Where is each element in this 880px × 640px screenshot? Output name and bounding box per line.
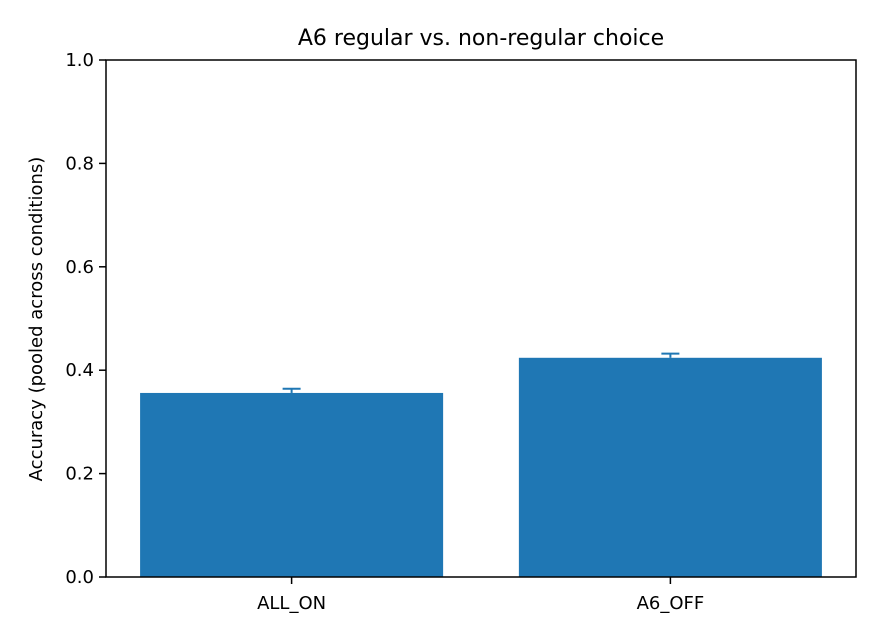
- bars-layer: [140, 357, 822, 577]
- x-tick-label: ALL_ON: [257, 593, 326, 614]
- x-tick-label: A6_OFF: [637, 593, 705, 614]
- x-axis: ALL_ON A6_OFF: [257, 577, 704, 614]
- y-axis: 0.0 0.2 0.4 0.6 0.8 1.0: [65, 50, 106, 588]
- y-tick-label: 0.4: [65, 360, 94, 381]
- y-tick: 1.0: [65, 50, 106, 71]
- y-tick-label: 0.6: [65, 257, 94, 278]
- x-tick: ALL_ON: [257, 577, 326, 614]
- y-tick: 0.6: [65, 257, 106, 278]
- bar-all-on: [140, 392, 444, 577]
- y-tick: 0.8: [65, 153, 106, 174]
- plot-frame: [105, 59, 857, 578]
- x-tick: A6_OFF: [637, 577, 705, 614]
- y-tick: 0.2: [65, 464, 106, 485]
- bar-a6-off: [518, 357, 822, 577]
- y-tick-label: 0.0: [65, 567, 94, 588]
- y-tick-label: 0.8: [65, 153, 94, 174]
- y-tick: 0.0: [65, 567, 106, 588]
- y-axis-label: Accuracy (pooled across conditions): [26, 157, 47, 482]
- y-tick-label: 0.2: [65, 464, 94, 485]
- errorbar-all-on: [282, 387, 301, 393]
- y-tick: 0.4: [65, 360, 106, 381]
- errorbars-layer: [282, 352, 680, 393]
- chart-title: A6 regular vs. non-regular choice: [298, 26, 664, 51]
- y-tick-label: 1.0: [65, 50, 94, 71]
- errorbar-a6-off: [661, 352, 680, 358]
